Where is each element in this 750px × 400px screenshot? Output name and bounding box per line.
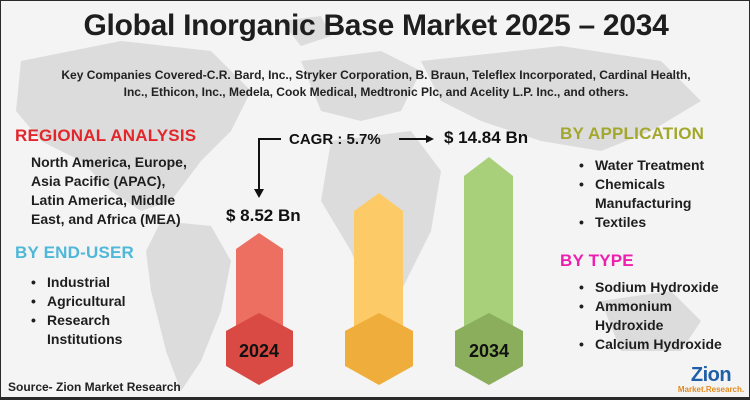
- list-item: Textiles: [579, 213, 749, 232]
- list-item: Ammonium Hydroxide: [579, 297, 679, 335]
- list-item: Research Institutions: [31, 311, 131, 349]
- region-line: Asia Pacific (APAC),: [31, 173, 166, 189]
- zion-logo: Zion Market.Research.: [677, 365, 745, 397]
- region-line: East, and Africa (MEA): [31, 211, 181, 227]
- type-list: Sodium Hydroxide Ammonium Hydroxide Calc…: [579, 278, 749, 354]
- list-item: Calcium Hydroxide: [579, 335, 749, 354]
- end-user-list: Industrial Agricultural Research Institu…: [31, 273, 171, 349]
- application-heading: BY APPLICATION: [560, 124, 705, 143]
- application-list: Water Treatment Chemicals Manufacturing …: [579, 156, 749, 232]
- page-title: Global Inorganic Base Market 2025 – 2034: [83, 9, 669, 42]
- list-item: Sodium Hydroxide: [579, 278, 749, 297]
- list-item: Chemicals Manufacturing: [579, 175, 699, 213]
- type-heading: BY TYPE: [560, 251, 634, 270]
- list-item: Water Treatment: [579, 156, 749, 175]
- start-value-label: $ 8.52 Bn: [226, 206, 301, 225]
- end-user-heading: BY END-USER: [15, 243, 135, 262]
- logo-wordmark: Zion: [690, 364, 732, 386]
- regional-analysis-text: North America, Europe, Asia Pacific (APA…: [31, 153, 187, 229]
- region-line: Latin America, Middle: [31, 192, 176, 208]
- regional-analysis-heading: REGIONAL ANALYSIS: [15, 126, 197, 145]
- logo-tagline: Market.Research.: [677, 385, 745, 394]
- key-companies-text: Key Companies Covered-C.R. Bard, Inc., S…: [61, 68, 691, 99]
- region-line: North America, Europe,: [31, 154, 187, 170]
- end-year-label: 2034: [468, 341, 510, 361]
- list-item: Industrial: [31, 273, 171, 292]
- cagr-arrow-icon: [258, 138, 426, 191]
- source-text: Source- Zion Market Research: [8, 380, 181, 394]
- end-value-label: $ 14.84 Bn: [444, 128, 529, 147]
- cagr-label: CAGR : 5.7%: [289, 131, 381, 148]
- list-item: Agricultural: [31, 292, 171, 311]
- start-year-label: 2024: [238, 341, 280, 361]
